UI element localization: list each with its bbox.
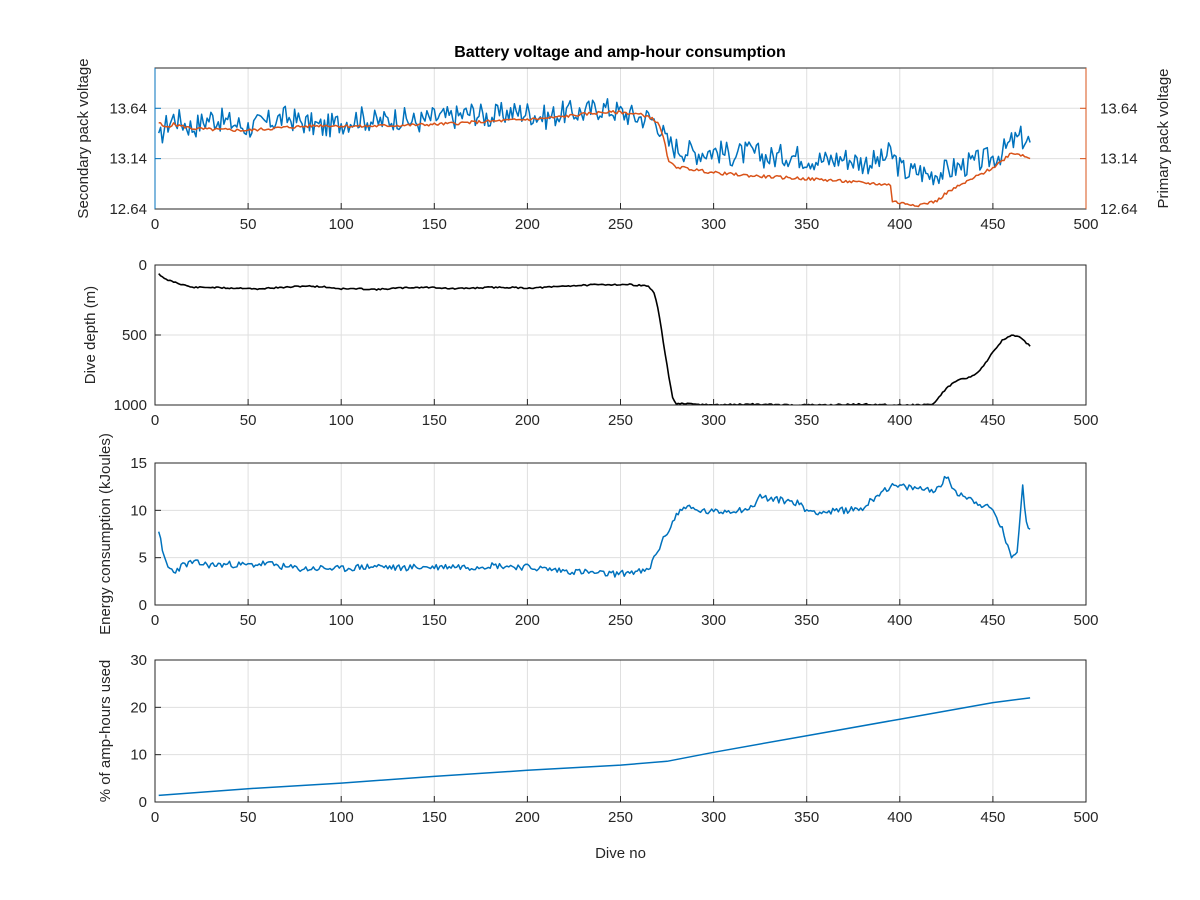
y-right-tick-label: 13.64 xyxy=(1100,100,1138,117)
x-tick-label: 450 xyxy=(980,412,1005,429)
y-tick-label: 13.64 xyxy=(109,100,147,117)
x-tick-label: 100 xyxy=(329,216,354,233)
x-tick-label: 200 xyxy=(515,612,540,629)
y-tick-label: 0 xyxy=(139,794,147,811)
x-tick-label: 0 xyxy=(151,216,159,233)
x-tick-label: 500 xyxy=(1073,216,1098,233)
x-tick-label: 150 xyxy=(422,809,447,826)
x-tick-label: 300 xyxy=(701,612,726,629)
x-tick-label: 250 xyxy=(608,612,633,629)
y-tick-label: 0 xyxy=(139,257,147,274)
axes-frame xyxy=(154,264,1087,406)
x-tick-label: 50 xyxy=(240,216,257,233)
x-tick-label: 0 xyxy=(151,809,159,826)
x-tick-label: 450 xyxy=(980,809,1005,826)
x-tick-label: 50 xyxy=(240,612,257,629)
x-tick-label: 300 xyxy=(701,809,726,826)
x-tick-label: 100 xyxy=(329,612,354,629)
y-right-axis-label: Primary pack voltage xyxy=(1155,68,1172,208)
x-tick-label: 500 xyxy=(1073,612,1098,629)
x-tick-label: 200 xyxy=(515,412,540,429)
y-right-tick-label: 12.64 xyxy=(1100,201,1138,218)
series-line-1 xyxy=(157,475,1031,578)
x-tick-label: 250 xyxy=(608,809,633,826)
series-line-secondary xyxy=(157,98,1031,186)
axes-frame xyxy=(154,659,1087,803)
x-tick-label: 450 xyxy=(980,612,1005,629)
series-line-primary xyxy=(158,110,1031,208)
x-tick-label: 300 xyxy=(701,412,726,429)
x-tick-label: 400 xyxy=(887,412,912,429)
y-tick-label: 15 xyxy=(130,455,147,472)
x-tick-label: 50 xyxy=(240,412,257,429)
y-tick-label: 10 xyxy=(130,747,147,764)
axes-frame xyxy=(154,462,1087,606)
y-tick-label: 5 xyxy=(139,550,147,567)
y-tick-label: 10 xyxy=(130,502,147,519)
x-tick-label: 250 xyxy=(608,412,633,429)
x-tick-label: 350 xyxy=(794,412,819,429)
series-line-1 xyxy=(158,697,1031,797)
x-tick-label: 200 xyxy=(515,216,540,233)
y-right-tick-label: 13.14 xyxy=(1100,151,1138,168)
subplot-1: 0 50 100 150 200 250 300 350 400 450 50012.6413.14… xyxy=(75,58,1172,233)
y-tick-label: 20 xyxy=(130,699,147,716)
x-tick-label: 500 xyxy=(1073,809,1098,826)
y-axis-label: Dive depth (m) xyxy=(82,286,99,384)
y-tick-label: 500 xyxy=(122,327,147,344)
series-line-1 xyxy=(158,273,1031,405)
y-tick-label: 30 xyxy=(130,652,147,669)
x-tick-label: 350 xyxy=(794,809,819,826)
subplots: 0 50 100 150 200 250 300 350 400 450 50012.6413.14… xyxy=(75,58,1172,862)
subplot-2: 0 50 100 150 200 250 300 350 400 450 500 0 500 1000 Di… xyxy=(82,257,1099,429)
subplot-3: 0 50 100 150 200 250 300 350 400 450 500 0 5 10 15 Ener… xyxy=(97,433,1099,635)
x-tick-label: 100 xyxy=(329,412,354,429)
x-tick-label: 300 xyxy=(701,216,726,233)
y-tick-label: 13.14 xyxy=(109,151,147,168)
y-axis-label: Energy consumption (kJoules) xyxy=(97,433,114,635)
x-tick-label: 150 xyxy=(422,612,447,629)
x-tick-label: 50 xyxy=(240,809,257,826)
y-tick-label: 0 xyxy=(139,597,147,614)
x-tick-label: 0 xyxy=(151,412,159,429)
y-tick-label: 12.64 xyxy=(109,201,147,218)
x-tick-label: 250 xyxy=(608,216,633,233)
x-tick-label: 100 xyxy=(329,809,354,826)
x-tick-label: 450 xyxy=(980,216,1005,233)
x-tick-label: 400 xyxy=(887,612,912,629)
x-tick-label: 200 xyxy=(515,809,540,826)
x-tick-label: 400 xyxy=(887,216,912,233)
x-tick-label: 0 xyxy=(151,612,159,629)
y-axis-label: Secondary pack voltage xyxy=(75,58,92,218)
x-tick-label: 350 xyxy=(794,612,819,629)
subplot-4: 0 50 100 150 200 250 300 350 400 450 500 0 10 20 30 % o… xyxy=(97,652,1099,862)
y-tick-label: 1000 xyxy=(114,397,147,414)
x-axis-label: Dive no xyxy=(595,845,646,862)
figure-title: Battery voltage and amp-hour consumption xyxy=(454,44,786,61)
x-tick-label: 350 xyxy=(794,216,819,233)
y-axis-label: % of amp-hours used xyxy=(97,660,114,803)
x-tick-label: 150 xyxy=(422,216,447,233)
x-tick-label: 150 xyxy=(422,412,447,429)
x-tick-label: 500 xyxy=(1073,412,1098,429)
x-tick-label: 400 xyxy=(887,809,912,826)
